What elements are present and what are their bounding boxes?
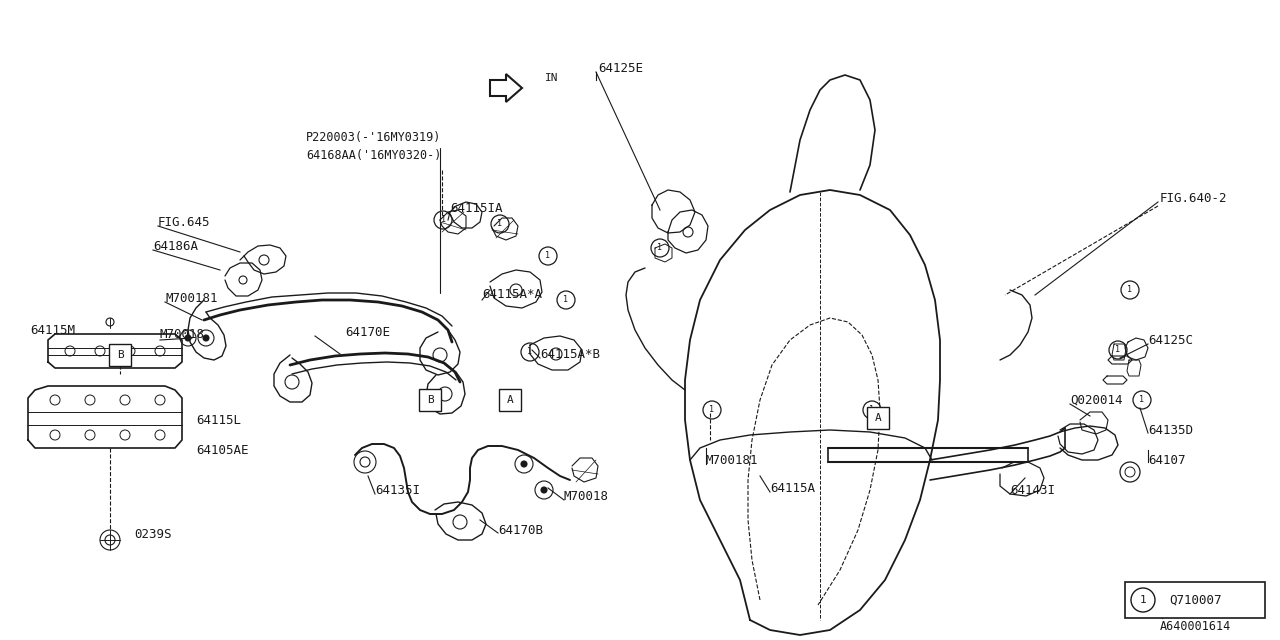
Text: 64115M: 64115M: [29, 323, 76, 337]
Text: M700181: M700181: [707, 454, 759, 467]
Text: IN: IN: [545, 73, 558, 83]
Text: FIG.645: FIG.645: [157, 216, 210, 228]
Text: 64115A: 64115A: [771, 481, 815, 495]
Text: 64125C: 64125C: [1148, 333, 1193, 346]
Text: 1: 1: [498, 220, 503, 228]
Circle shape: [541, 487, 547, 493]
Bar: [109, 344, 131, 366]
Text: 1: 1: [1139, 396, 1144, 404]
Bar: [1125, 582, 1265, 618]
Text: 1: 1: [527, 348, 532, 356]
Text: 64186A: 64186A: [154, 239, 198, 253]
Text: 1: 1: [709, 406, 714, 415]
Text: 64115A*A: 64115A*A: [483, 289, 541, 301]
Text: 1: 1: [869, 406, 874, 415]
Text: 64115L: 64115L: [196, 413, 241, 426]
Text: 64125E: 64125E: [598, 61, 643, 74]
Text: 1: 1: [1139, 595, 1147, 605]
Text: Q020014: Q020014: [1070, 394, 1123, 406]
Bar: [867, 407, 890, 429]
Text: 0239S: 0239S: [134, 529, 172, 541]
Text: 1: 1: [1115, 346, 1120, 355]
Text: A640001614: A640001614: [1160, 620, 1230, 632]
Text: A: A: [874, 413, 882, 423]
Text: 64105AE: 64105AE: [196, 444, 248, 456]
Text: 64143I: 64143I: [1010, 483, 1055, 497]
Text: B: B: [116, 350, 123, 360]
Text: 1: 1: [440, 216, 445, 225]
Text: 1: 1: [563, 296, 568, 305]
Text: 64170B: 64170B: [498, 524, 543, 536]
Text: A: A: [507, 395, 513, 405]
Text: M70018: M70018: [564, 490, 609, 504]
Text: 1: 1: [545, 252, 550, 260]
Text: B: B: [426, 395, 434, 405]
Circle shape: [521, 461, 527, 467]
Text: 1: 1: [1128, 285, 1133, 294]
Text: FIG.640-2: FIG.640-2: [1160, 191, 1228, 205]
Text: 64170E: 64170E: [346, 326, 390, 339]
Text: P220003(-'16MY0319): P220003(-'16MY0319): [306, 131, 442, 145]
Bar: [499, 389, 521, 411]
Text: 64135D: 64135D: [1148, 424, 1193, 436]
Text: 64135I: 64135I: [375, 483, 420, 497]
Circle shape: [186, 335, 191, 341]
Text: M70018: M70018: [160, 328, 205, 342]
Text: 1: 1: [658, 243, 663, 253]
Text: 64115A*B: 64115A*B: [540, 349, 600, 362]
Text: 64168AA('16MY0320-): 64168AA('16MY0320-): [306, 148, 442, 161]
Text: 64107: 64107: [1148, 454, 1185, 467]
Circle shape: [204, 335, 209, 341]
Text: M700181: M700181: [165, 291, 218, 305]
Bar: [419, 389, 442, 411]
Text: 64115IA: 64115IA: [451, 202, 503, 214]
Text: Q710007: Q710007: [1169, 593, 1221, 607]
